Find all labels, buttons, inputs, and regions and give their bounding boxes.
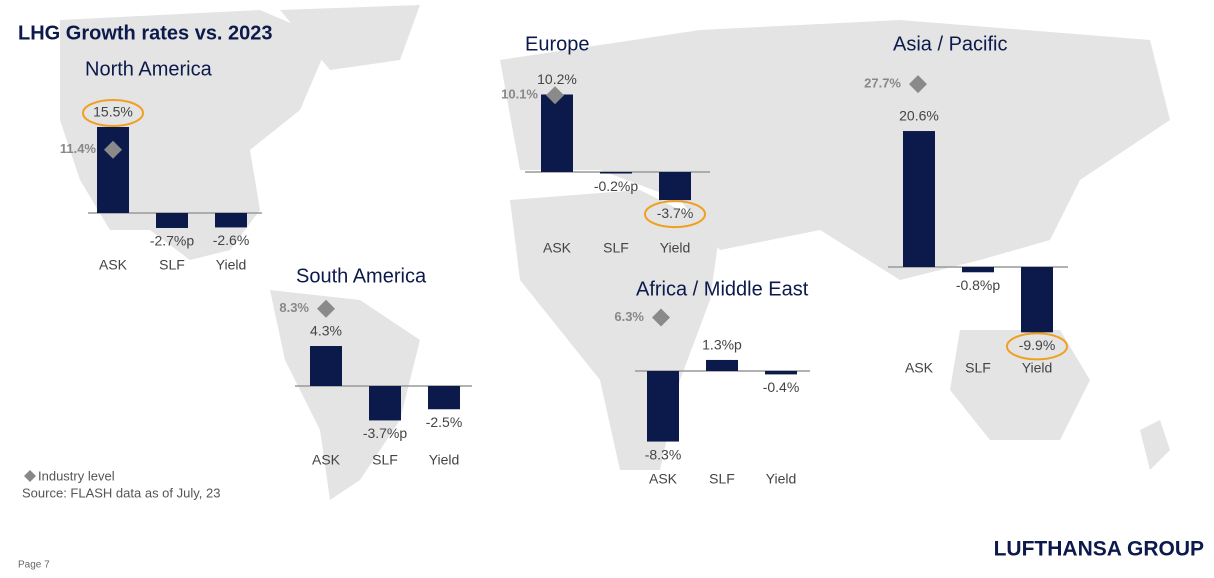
value-label: -8.3% bbox=[645, 446, 682, 462]
category-label: SLF bbox=[709, 471, 735, 487]
industry-marker bbox=[652, 308, 670, 327]
highlight-circle bbox=[82, 98, 144, 127]
bar bbox=[428, 386, 460, 410]
region-title: Europe bbox=[525, 33, 590, 55]
category-label: ASK bbox=[99, 257, 128, 273]
industry-label: 10.1% bbox=[501, 87, 538, 102]
bar bbox=[310, 346, 342, 386]
value-label: -0.8%p bbox=[956, 277, 1001, 293]
bar bbox=[659, 172, 691, 201]
category-label: SLF bbox=[372, 452, 398, 468]
category-label: Yield bbox=[1022, 360, 1053, 376]
source: Source: FLASH data as of July, 23 bbox=[22, 485, 220, 500]
industry-label: 27.7% bbox=[864, 76, 901, 91]
category-label: ASK bbox=[905, 360, 934, 376]
region-title: Africa / Middle East bbox=[636, 278, 809, 300]
industry-label: 8.3% bbox=[279, 300, 309, 315]
industry-marker bbox=[909, 75, 927, 94]
value-label: 10.2% bbox=[537, 71, 577, 87]
value-label: -3.7%p bbox=[363, 425, 408, 441]
slide-title: LHG Growth rates vs. 2023 bbox=[18, 22, 273, 44]
bar bbox=[1021, 267, 1053, 333]
value-label: -2.6% bbox=[213, 232, 250, 248]
category-label: SLF bbox=[965, 360, 991, 376]
region-title: South America bbox=[296, 265, 427, 287]
category-label: ASK bbox=[543, 240, 572, 256]
bar bbox=[765, 371, 797, 375]
value-label: 20.6% bbox=[899, 108, 939, 124]
bar bbox=[156, 213, 188, 228]
industry-marker bbox=[104, 140, 122, 159]
value-label: -0.4% bbox=[763, 379, 800, 395]
bar bbox=[369, 386, 401, 421]
bar bbox=[903, 131, 935, 267]
category-label: ASK bbox=[312, 452, 341, 468]
category-label: Yield bbox=[766, 471, 797, 487]
industry-label: 6.3% bbox=[614, 309, 644, 324]
bar bbox=[215, 213, 247, 228]
category-label: Yield bbox=[660, 240, 691, 256]
bar bbox=[97, 126, 129, 213]
value-label: -9.9% bbox=[1019, 337, 1056, 353]
category-label: SLF bbox=[603, 240, 629, 256]
region-title: North America bbox=[85, 58, 213, 80]
value-label: 15.5% bbox=[93, 104, 133, 120]
value-label: -0.2%p bbox=[594, 178, 639, 194]
bar bbox=[962, 267, 994, 273]
highlight-circle bbox=[644, 200, 706, 229]
highlight-circle bbox=[1006, 332, 1068, 361]
bar bbox=[706, 359, 738, 371]
value-label: 1.3%p bbox=[702, 337, 742, 353]
region-title: Asia / Pacific bbox=[893, 33, 1007, 55]
category-label: SLF bbox=[159, 257, 185, 273]
value-label: -2.7%p bbox=[150, 233, 195, 249]
industry-marker bbox=[317, 299, 335, 318]
value-label: -2.5% bbox=[426, 414, 463, 430]
value-label: -3.7% bbox=[657, 205, 694, 221]
bar bbox=[600, 172, 632, 174]
industry-marker bbox=[546, 86, 564, 105]
legend-label: Industry level bbox=[38, 468, 115, 483]
category-label: Yield bbox=[429, 452, 460, 468]
page-number: Page 7 bbox=[18, 560, 50, 571]
bar bbox=[647, 371, 679, 442]
industry-label: 11.4% bbox=[60, 141, 97, 156]
bar bbox=[541, 94, 573, 172]
category-label: Yield bbox=[216, 257, 247, 273]
logo: LUFTHANSA GROUP bbox=[994, 538, 1204, 561]
legend-diamond bbox=[24, 470, 36, 482]
value-label: 4.3% bbox=[310, 323, 342, 339]
category-label: ASK bbox=[649, 471, 678, 487]
